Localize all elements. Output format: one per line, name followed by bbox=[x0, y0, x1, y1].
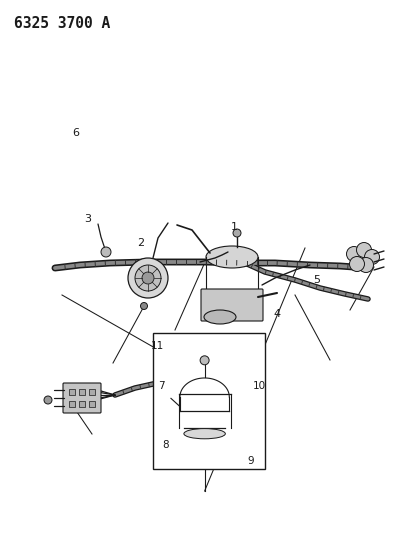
Text: 1: 1 bbox=[231, 222, 238, 231]
Text: 4: 4 bbox=[274, 310, 281, 319]
Circle shape bbox=[135, 265, 161, 291]
Circle shape bbox=[128, 258, 168, 298]
Bar bbox=[69, 389, 75, 395]
Circle shape bbox=[357, 243, 372, 257]
Circle shape bbox=[233, 229, 241, 237]
Text: 5: 5 bbox=[313, 275, 320, 285]
Bar bbox=[69, 401, 75, 407]
Circle shape bbox=[364, 249, 379, 264]
Ellipse shape bbox=[206, 246, 258, 268]
Text: 10: 10 bbox=[253, 382, 266, 391]
Circle shape bbox=[359, 257, 373, 272]
Circle shape bbox=[350, 256, 364, 271]
Circle shape bbox=[101, 247, 111, 257]
Text: 3: 3 bbox=[84, 214, 91, 223]
Text: 6: 6 bbox=[72, 128, 79, 138]
Circle shape bbox=[346, 246, 361, 262]
Ellipse shape bbox=[204, 310, 236, 324]
Text: 2: 2 bbox=[137, 238, 144, 247]
Bar bbox=[79, 401, 85, 407]
Text: 9: 9 bbox=[248, 456, 254, 466]
Circle shape bbox=[44, 396, 52, 404]
Bar bbox=[89, 389, 95, 395]
Bar bbox=[153, 333, 265, 469]
Circle shape bbox=[142, 272, 154, 284]
Bar bbox=[79, 389, 85, 395]
Text: 11: 11 bbox=[151, 342, 164, 351]
FancyBboxPatch shape bbox=[63, 383, 101, 413]
Circle shape bbox=[200, 356, 209, 365]
FancyBboxPatch shape bbox=[201, 289, 263, 321]
Bar bbox=[89, 401, 95, 407]
Circle shape bbox=[140, 303, 148, 310]
Text: 8: 8 bbox=[162, 440, 169, 450]
Text: 6325 3700 A: 6325 3700 A bbox=[14, 16, 110, 31]
Ellipse shape bbox=[184, 429, 225, 439]
Text: 7: 7 bbox=[158, 382, 164, 391]
